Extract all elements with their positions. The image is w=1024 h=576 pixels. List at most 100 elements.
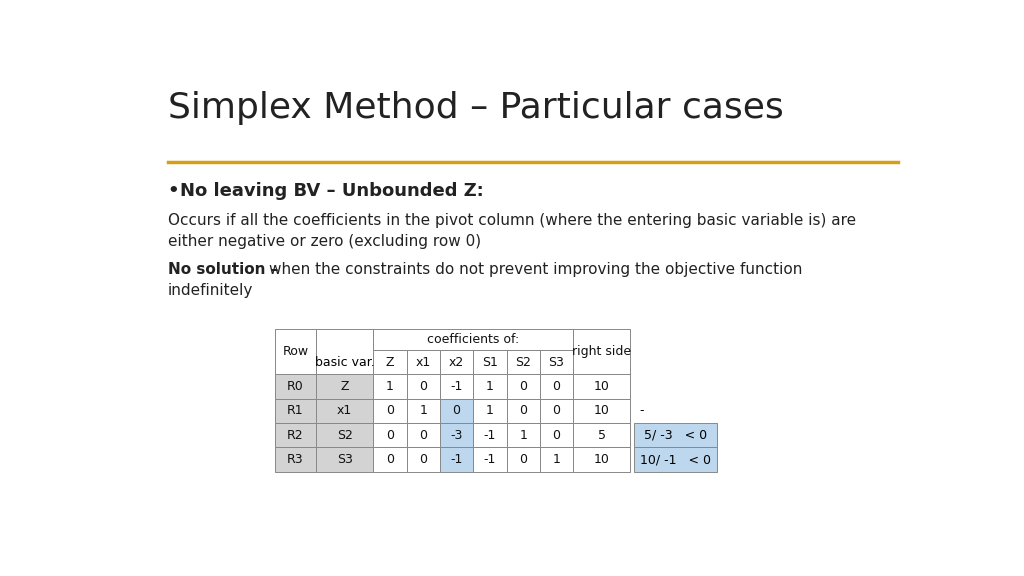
Bar [274,374,316,399]
Text: 10/ -1   < 0: 10/ -1 < 0 [640,453,711,466]
Text: 0: 0 [453,404,461,418]
Text: right side: right side [572,345,632,358]
Text: 1: 1 [553,453,560,466]
Bar [373,328,573,350]
Text: 0: 0 [553,380,560,393]
Text: 0: 0 [519,404,527,418]
Text: 0: 0 [386,453,394,466]
Bar [573,448,631,472]
Bar [373,399,407,423]
Text: -: - [640,404,644,418]
Bar [373,350,407,374]
Bar [473,423,507,448]
Bar [373,423,407,448]
Text: indefinitely: indefinitely [168,283,253,298]
Text: R0: R0 [287,380,304,393]
Text: No leaving BV – Unbounded Z:: No leaving BV – Unbounded Z: [179,182,483,200]
Text: 1: 1 [486,380,494,393]
Text: R3: R3 [287,453,304,466]
Text: x2: x2 [449,355,464,369]
Bar [540,374,573,399]
Bar [473,448,507,472]
Bar [440,448,473,472]
Bar [507,399,540,423]
Bar [407,448,440,472]
Text: 0: 0 [386,429,394,442]
Text: x1: x1 [416,355,431,369]
Text: 10: 10 [594,453,609,466]
Text: x1: x1 [337,404,352,418]
Text: 5: 5 [598,429,606,442]
Text: -1: -1 [483,429,496,442]
Bar [274,399,316,423]
Text: coefficients of:: coefficients of: [427,333,519,346]
Text: 1: 1 [386,380,394,393]
Bar [274,448,316,472]
Text: 1: 1 [486,404,494,418]
Text: 0: 0 [419,380,427,393]
Text: 0: 0 [553,404,560,418]
Text: No solution –: No solution – [168,262,279,277]
Bar [373,448,407,472]
Bar [507,374,540,399]
Text: when the constraints do not prevent improving the objective function: when the constraints do not prevent impr… [269,262,803,277]
Text: Z: Z [386,355,394,369]
Bar [507,448,540,472]
Bar [473,374,507,399]
Text: Row: Row [283,345,308,358]
Bar [540,423,573,448]
Text: 0: 0 [419,453,427,466]
Bar [316,374,373,399]
Text: Simplex Method – Particular cases: Simplex Method – Particular cases [168,92,783,126]
Bar [274,328,316,374]
Bar [573,399,631,423]
Text: •: • [168,182,179,200]
Bar [540,399,573,423]
Bar [316,423,373,448]
Text: R2: R2 [287,429,304,442]
Bar [634,423,717,448]
Text: 1: 1 [519,429,527,442]
Text: 0: 0 [519,453,527,466]
Bar [473,399,507,423]
Text: Occurs if all the coefficients in the pivot column (where the entering basic var: Occurs if all the coefficients in the pi… [168,213,856,249]
Bar [440,399,473,423]
Text: S1: S1 [482,355,498,369]
Text: 1: 1 [419,404,427,418]
Text: Z: Z [340,380,349,393]
Text: 0: 0 [553,429,560,442]
Text: 0: 0 [419,429,427,442]
Text: R1: R1 [287,404,304,418]
Text: basic var.: basic var. [314,355,375,369]
Bar [440,423,473,448]
Bar [573,328,631,374]
Text: 0: 0 [519,380,527,393]
Text: -1: -1 [451,453,463,466]
Text: S2: S2 [515,355,531,369]
Bar [407,399,440,423]
Text: S3: S3 [337,453,352,466]
Bar [440,374,473,399]
Bar [634,448,717,472]
Bar [274,423,316,448]
Text: -1: -1 [451,380,463,393]
Text: 5/ -3   < 0: 5/ -3 < 0 [644,429,707,442]
Text: S2: S2 [337,429,352,442]
Bar [316,399,373,423]
Bar [540,448,573,472]
Bar [407,374,440,399]
Bar [473,350,507,374]
Bar [507,423,540,448]
Bar [373,374,407,399]
Bar [316,448,373,472]
Bar [507,350,540,374]
Bar [440,350,473,374]
Text: 10: 10 [594,380,609,393]
Bar [407,423,440,448]
Bar [540,350,573,374]
Text: -1: -1 [483,453,496,466]
Bar [573,374,631,399]
Text: S3: S3 [549,355,564,369]
Bar [407,350,440,374]
Text: 0: 0 [386,404,394,418]
